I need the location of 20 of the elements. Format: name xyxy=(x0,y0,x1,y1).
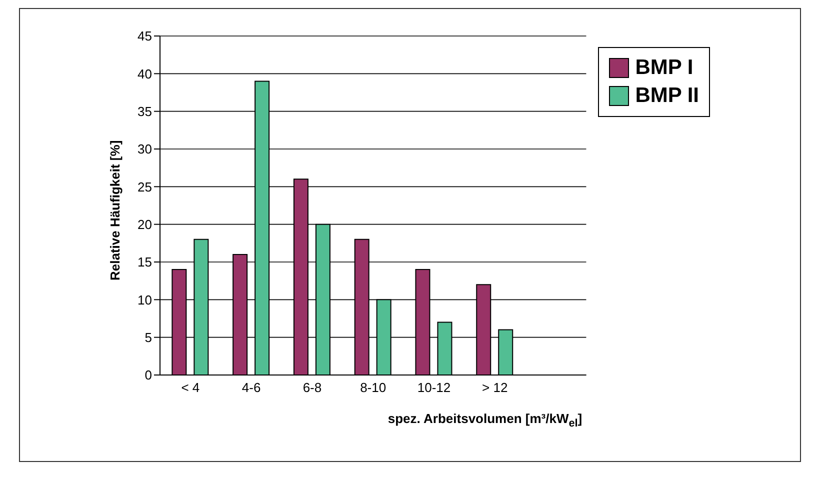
legend-label: BMP I xyxy=(634,56,694,80)
y-tick-label: 15 xyxy=(138,254,152,270)
y-tick-label: 0 xyxy=(144,368,152,383)
y-tick-label: 20 xyxy=(138,216,152,232)
y-tick-label: 45 xyxy=(138,28,152,44)
y-axis-title: Relative Häufigkeit [%] xyxy=(108,140,123,280)
y-tick-label: 30 xyxy=(138,142,152,157)
y-tick-label: 35 xyxy=(138,104,152,119)
legend-label: BMP II xyxy=(634,84,699,108)
x-tick-label: 6-8 xyxy=(302,380,322,396)
x-tick-label: 10-12 xyxy=(417,380,451,396)
y-tick-label: 5 xyxy=(144,330,152,345)
y-tick-label: 10 xyxy=(138,292,152,308)
x-axis-title: spez. Arbeitsvolumen [m³/kW$_{el}$] xyxy=(386,411,584,430)
y-tick-label: 25 xyxy=(138,179,152,194)
x-tick-label: > 12 xyxy=(482,380,508,396)
x-tick-label: 4-6 xyxy=(242,380,261,396)
x-tick-label: 8-10 xyxy=(360,380,386,396)
y-tick-label: 40 xyxy=(138,66,152,82)
x-tick-label: < 4 xyxy=(181,380,200,396)
